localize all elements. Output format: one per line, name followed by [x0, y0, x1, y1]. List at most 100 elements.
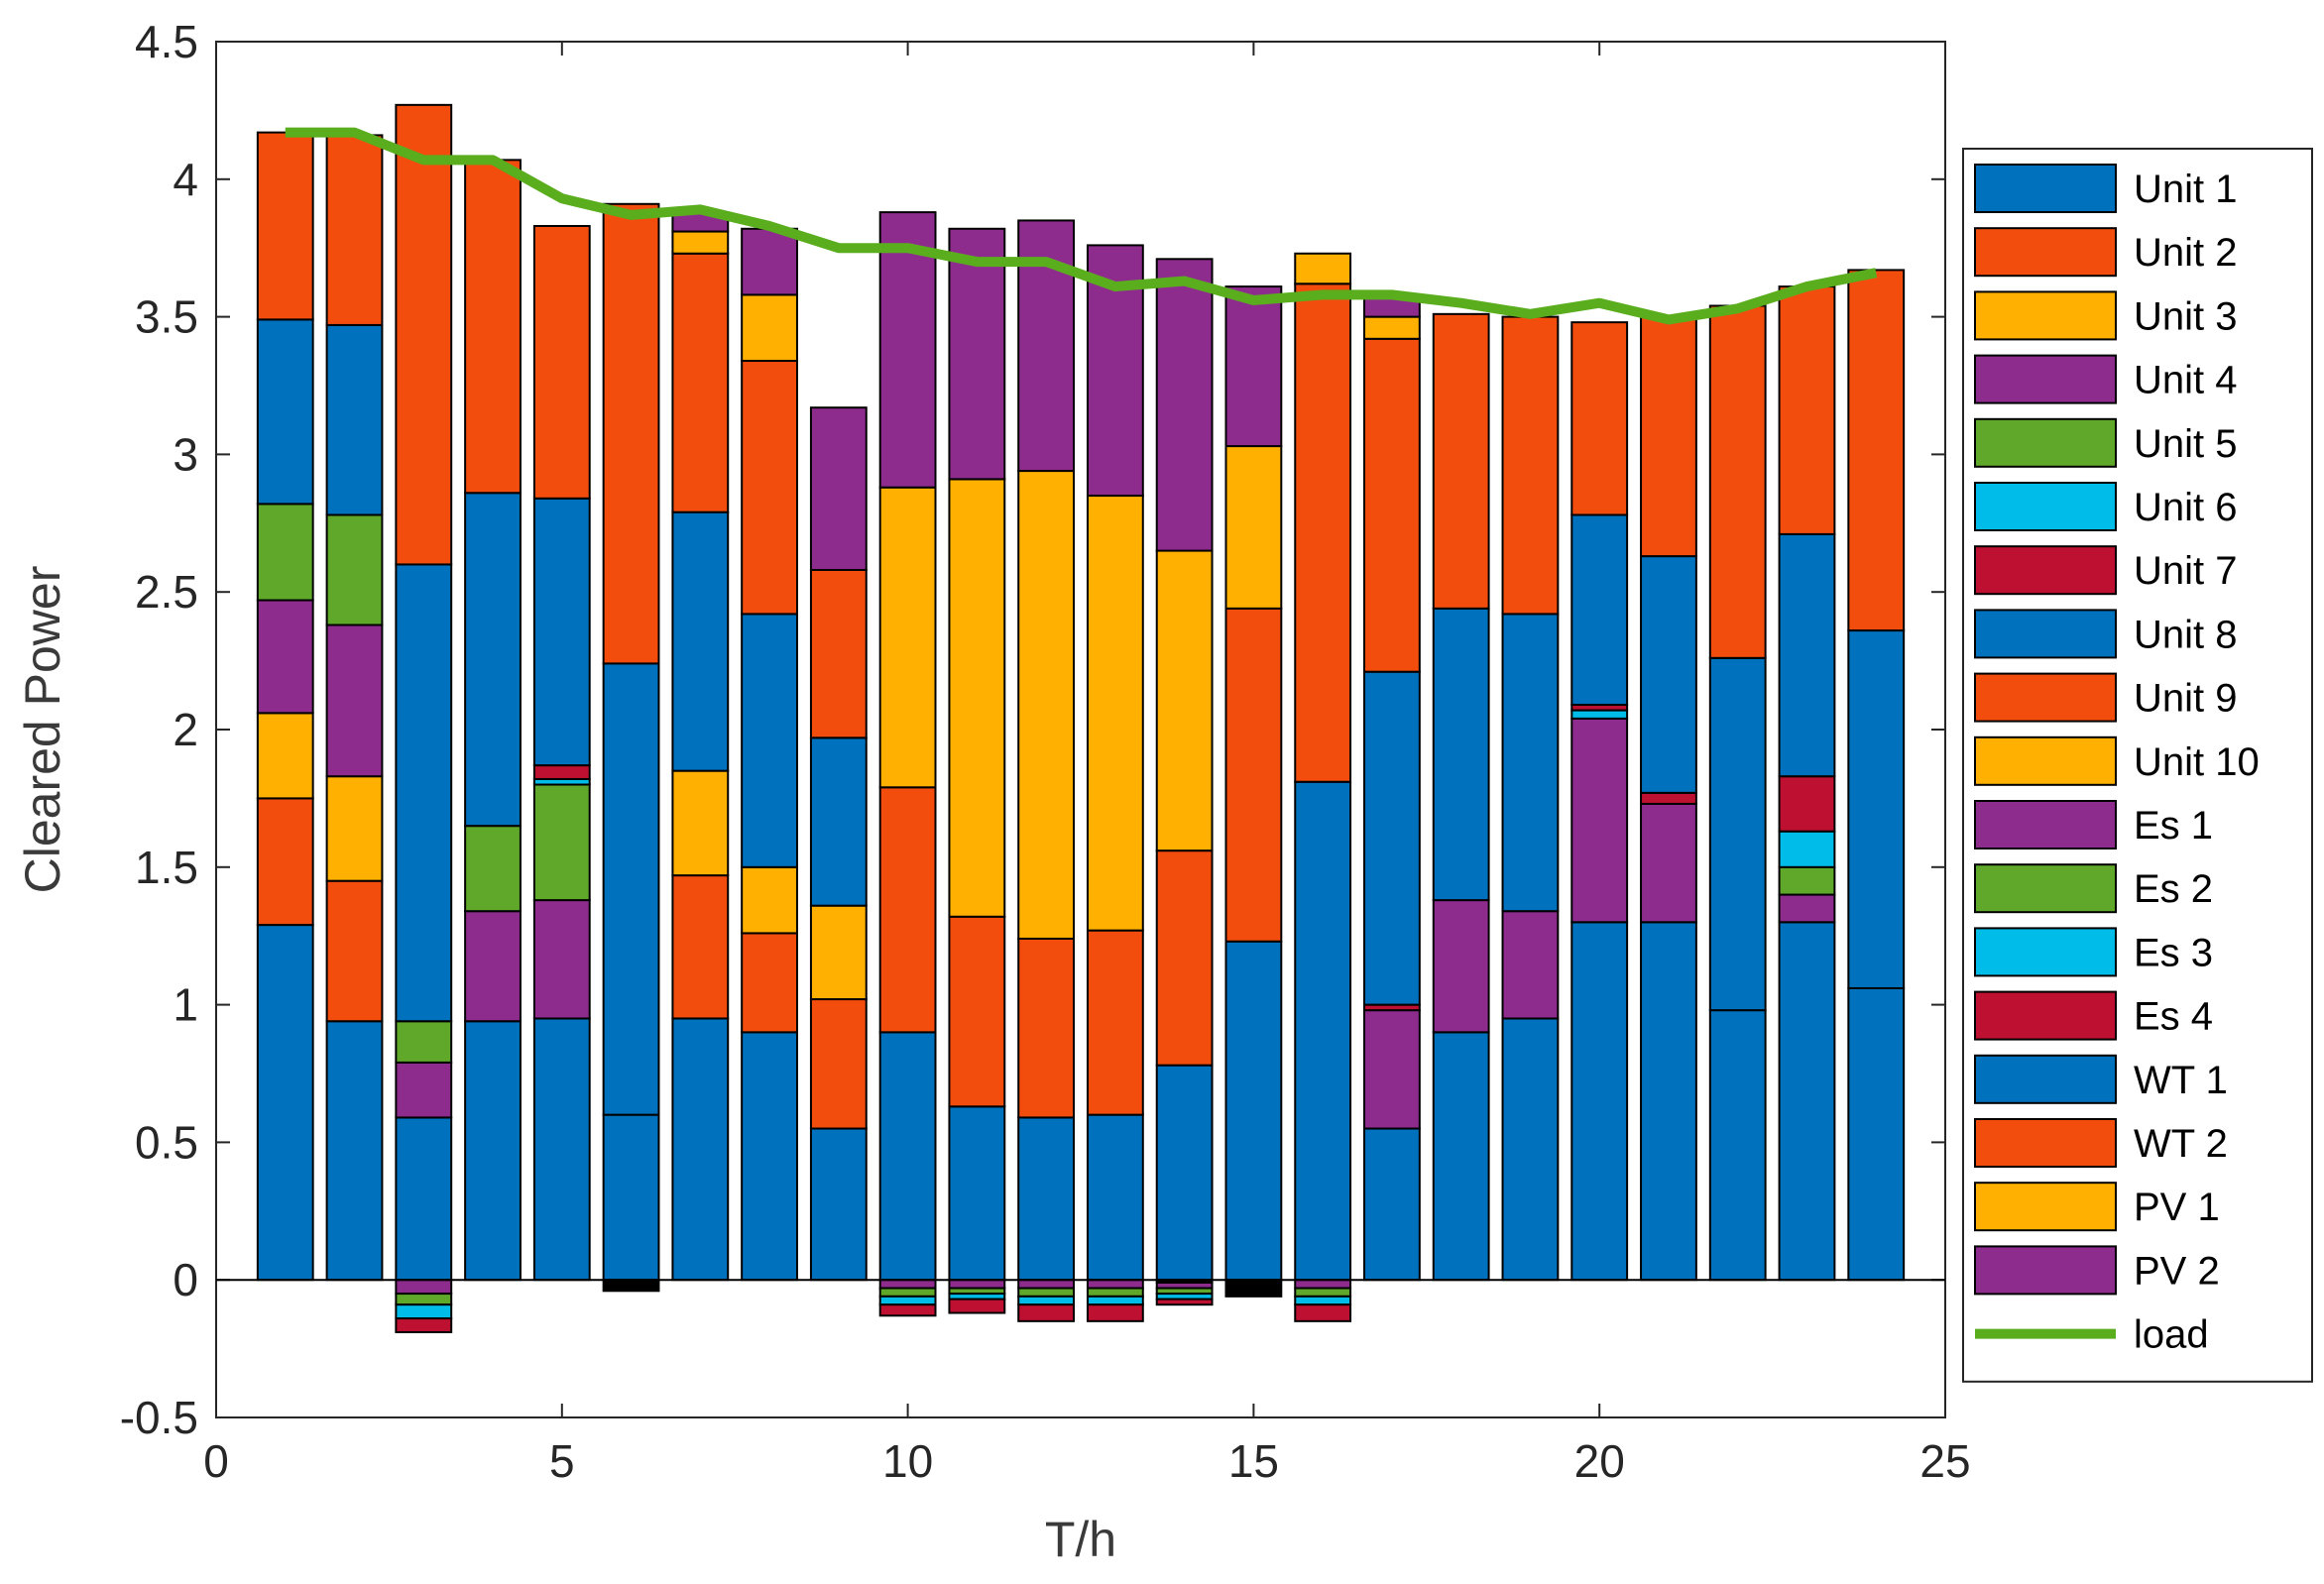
legend-unit-1-swatch — [1974, 164, 2117, 213]
legend-es-4-label: Es 4 — [2134, 995, 2213, 1039]
legend-es-1-swatch — [1974, 800, 2117, 849]
bar-segment-unit-10 — [741, 293, 798, 363]
legend-unit-8-swatch — [1974, 609, 2117, 659]
y-tick-label: 4.5 — [135, 16, 198, 67]
bar-segment-unit-8 — [602, 662, 660, 1116]
legend-unit-7-swatch — [1974, 545, 2117, 596]
bar-segment-es-1 — [809, 406, 868, 571]
neg-bar-segment-es-2 — [1017, 1287, 1076, 1298]
bar-segment-unit-2 — [325, 879, 384, 1023]
legend-unit-3-swatch — [1974, 290, 2117, 341]
legend-pv-1-swatch — [1974, 1182, 2117, 1232]
bar-segment-unit-8 — [1847, 629, 1906, 989]
bar-segment-unit-9 — [532, 224, 591, 500]
bar-segment-unit-9 — [809, 568, 868, 739]
bar-segment-unit-5 — [464, 825, 522, 913]
bar-segment-es-1 — [878, 211, 937, 489]
bar-segment-es-1 — [948, 227, 1006, 481]
legend-unit-5-label: Unit 5 — [2134, 422, 2238, 466]
bar-segment-unit-2 — [878, 786, 937, 1034]
bar-segment-unit-1 — [325, 1020, 384, 1282]
bar-segment-unit-4 — [1570, 717, 1629, 924]
x-tick-label: 0 — [203, 1435, 229, 1487]
bar-segment-unit-4 — [532, 899, 591, 1020]
bar-segment-unit-1 — [395, 1116, 453, 1282]
neg-bar-segment-es-1 — [1086, 1279, 1144, 1290]
bar-segment-unit-9 — [1778, 285, 1836, 535]
bar-segment-unit-2 — [1155, 849, 1214, 1067]
neg-bar-segment-es-1 — [878, 1279, 937, 1290]
neg-bar-segment-es-2 — [1086, 1287, 1144, 1298]
bar-segment-unit-8 — [671, 510, 730, 772]
bar-segment-unit-8 — [741, 613, 798, 868]
bar-segment-unit-1 — [1778, 921, 1836, 1282]
y-tick-label: 2.5 — [135, 566, 198, 618]
bar-segment-unit-3 — [1086, 495, 1144, 932]
bar-segment-unit-2 — [671, 874, 730, 1020]
bar-segment-unit-3 — [256, 712, 314, 800]
bar-segment-unit-7 — [532, 764, 591, 780]
legend-unit-6-label: Unit 6 — [2134, 486, 2238, 529]
bar-segment-unit-1 — [1086, 1113, 1144, 1282]
bar-segment-unit-10 — [671, 230, 730, 255]
neg-bar-segment-es-4 — [1294, 1303, 1352, 1322]
y-tick-label: -0.5 — [120, 1392, 198, 1443]
bar-segment-unit-2 — [741, 932, 798, 1034]
bar-segment-unit-2 — [1294, 283, 1352, 783]
x-tick-label: 10 — [882, 1435, 933, 1487]
bar-segment-unit-1 — [1847, 986, 1906, 1282]
neg-bar-segment-es-2 — [1294, 1287, 1352, 1298]
legend-es-3-label: Es 3 — [2134, 931, 2213, 974]
bar-segment-unit-9 — [325, 134, 384, 326]
legend-unit-2-label: Unit 2 — [2134, 231, 2238, 275]
neg-bar-segment-es-1 — [395, 1279, 453, 1296]
bar-segment-unit-4 — [1640, 802, 1697, 924]
load-line-layer — [285, 127, 1878, 325]
neg-bar-segment-es-2 — [395, 1293, 453, 1306]
bar-segment-unit-2 — [809, 998, 868, 1130]
legend-unit-8-label: Unit 8 — [2134, 613, 2238, 656]
bar-segment-unit-3 — [948, 478, 1006, 918]
legend-wt-2-swatch — [1974, 1118, 2117, 1168]
bar-segment-unit-6 — [1570, 709, 1629, 720]
bar-segment-unit-8 — [1363, 670, 1421, 1006]
bar-segment-unit-1 — [1017, 1116, 1076, 1282]
bar-segment-unit-1 — [1708, 1009, 1767, 1282]
y-tick-label: 3 — [173, 428, 198, 480]
y-axis-label: Cleared Power — [15, 566, 70, 894]
bar-segment-unit-4 — [1363, 1009, 1421, 1130]
bar-segment-unit-1 — [1224, 940, 1283, 1282]
bar-segment-unit-9 — [464, 159, 522, 495]
bar-segment-unit-3 — [1294, 252, 1352, 285]
x-tick-label: 25 — [1919, 1435, 1970, 1487]
bar-segment-unit-1 — [1640, 921, 1697, 1282]
bar-segment-unit-2 — [1017, 937, 1076, 1119]
bar-segment-unit-5 — [256, 503, 314, 602]
bar-segment-unit-6 — [1778, 830, 1836, 868]
x-axis-label: T/h — [1045, 1512, 1116, 1567]
y-tick-label: 2 — [173, 704, 198, 755]
legend-wt-1-swatch — [1974, 1054, 2117, 1104]
neg-bar-segment-es-3 — [1086, 1295, 1144, 1306]
bar-segment-unit-9 — [602, 202, 660, 665]
neg-bar-segment-es-3 — [1294, 1295, 1352, 1306]
bar-segment-unit-8 — [1778, 532, 1836, 778]
neg-bar-segment-es-4 — [878, 1303, 937, 1317]
neg-bar-segment-es-3 — [395, 1303, 453, 1320]
bar-segment-unit-1 — [1570, 921, 1629, 1282]
bar-segment-unit-1 — [1155, 1064, 1214, 1282]
bar-segment-unit-1 — [878, 1031, 937, 1282]
bar-segment-unit-9 — [1432, 312, 1490, 610]
bar-segment-unit-9 — [1708, 304, 1767, 659]
neg-bar-segment-es-1 — [1294, 1279, 1352, 1290]
legend-unit-1-label: Unit 1 — [2134, 168, 2238, 211]
bar-segment-unit-4 — [325, 623, 384, 778]
bar-segment-unit-9 — [1570, 321, 1629, 516]
x-tick-label: 15 — [1228, 1435, 1279, 1487]
neg-bar-segment-es-1 — [1017, 1279, 1076, 1290]
bar-segment-unit-4 — [1501, 910, 1560, 1020]
neg-bar-segment-es-3 — [1017, 1295, 1076, 1306]
bar-segment-unit-5 — [532, 783, 591, 902]
bar-segment-unit-9 — [1847, 269, 1906, 632]
